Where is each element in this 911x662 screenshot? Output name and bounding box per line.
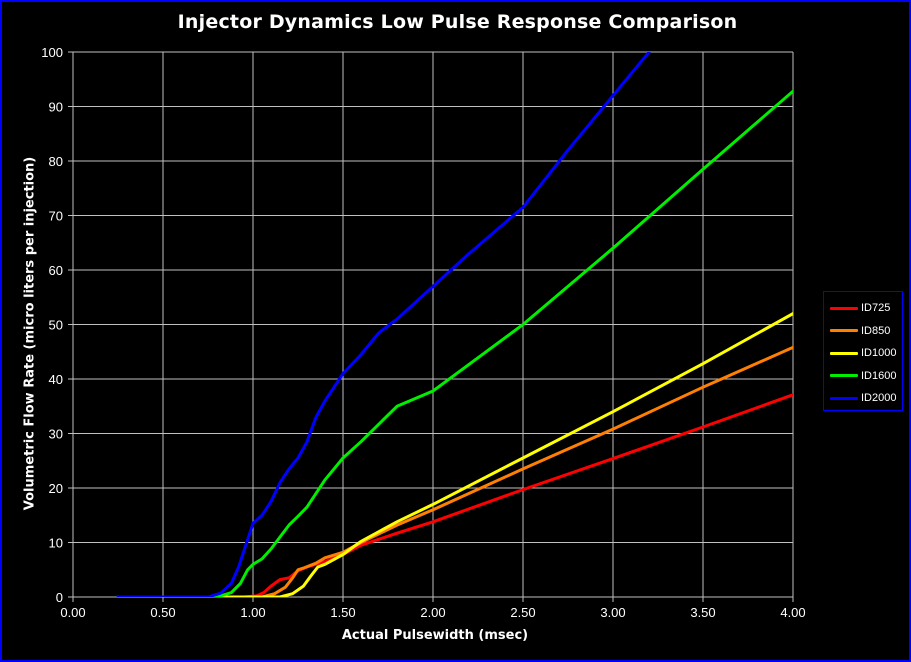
x-tick-label: 0.50 xyxy=(150,605,175,620)
x-tick-label: 4.00 xyxy=(780,605,805,620)
x-tick-label: 1.00 xyxy=(240,605,265,620)
legend-label: ID1000 xyxy=(861,347,897,360)
x-tick-label: 2.00 xyxy=(420,605,445,620)
series-line-id850 xyxy=(116,345,793,597)
legend-swatch-icon xyxy=(830,351,858,355)
y-tick-label: 70 xyxy=(49,209,63,224)
legend-label: ID2000 xyxy=(861,392,897,405)
legend-swatch-icon xyxy=(830,306,858,310)
legend: ID725 ID850 ID1000 ID1600 ID2000 xyxy=(823,291,903,411)
y-tick-label: 30 xyxy=(49,427,63,442)
series-line-id2000 xyxy=(116,52,651,597)
x-tick-label: 2.50 xyxy=(510,605,535,620)
legend-swatch-icon xyxy=(830,396,858,400)
x-tick-label: 3.50 xyxy=(690,605,715,620)
y-tick-label: 40 xyxy=(49,372,63,387)
legend-item-id2000: ID2000 xyxy=(824,387,902,410)
legend-item-id1000: ID1000 xyxy=(824,342,902,365)
chart-title: Injector Dynamics Low Pulse Response Com… xyxy=(177,11,738,33)
series-line-id1600 xyxy=(116,89,793,597)
series-line-id725 xyxy=(116,393,793,597)
series-line-id1000 xyxy=(116,312,793,597)
y-tick-label: 90 xyxy=(49,100,63,115)
legend-item-id725: ID725 xyxy=(824,297,902,320)
x-tick-label: 3.00 xyxy=(600,605,625,620)
series-group xyxy=(116,52,793,597)
y-tick-label: 50 xyxy=(49,318,63,333)
legend-item-id1600: ID1600 xyxy=(824,365,902,388)
legend-label: ID850 xyxy=(861,324,891,337)
legend-swatch-icon xyxy=(830,329,858,333)
y-tick-label: 80 xyxy=(49,154,63,169)
x-axis-label: Actual Pulsewidth (msec) xyxy=(341,628,529,643)
y-tick-label: 0 xyxy=(56,590,63,605)
x-tick-label: 1.50 xyxy=(330,605,355,620)
y-tick-label: 100 xyxy=(41,45,63,60)
legend-label: ID725 xyxy=(861,302,891,315)
y-tick-label: 10 xyxy=(49,536,63,551)
y-tick-label: 20 xyxy=(49,481,63,496)
y-tick-label: 60 xyxy=(49,263,63,278)
legend-item-id850: ID850 xyxy=(824,320,902,343)
legend-swatch-icon xyxy=(830,374,858,378)
legend-label: ID1600 xyxy=(861,369,897,382)
x-tick-label: 0.00 xyxy=(60,605,85,620)
